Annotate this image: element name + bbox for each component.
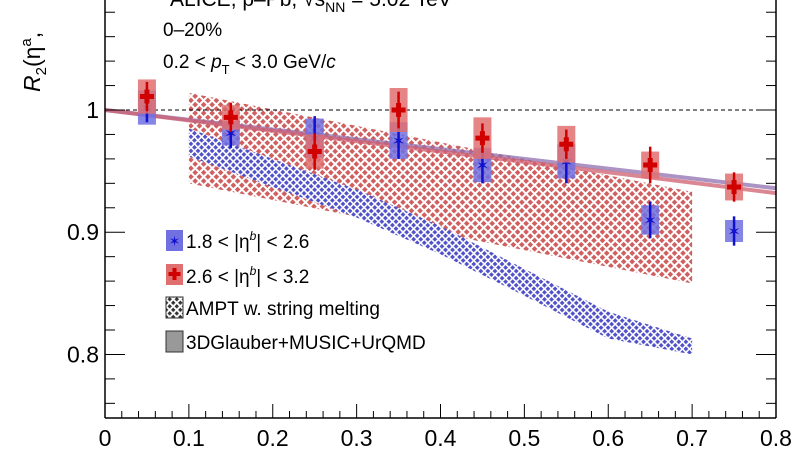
data-point-cross (139, 89, 154, 104)
axes: 0 0.1 0.2 0.3 0.4 0.5 0.6 0.7 0.8 0.8 0.9 1 (67, 0, 792, 450)
data-point-cross (643, 158, 658, 172)
legend-entry-series-1: ✶ 1.8 < |ηb| < 2.6 (166, 229, 309, 253)
legend-entry-ampt: AMPT w. string melting (165, 296, 380, 320)
legend-entry-series-2: 2.6 < |ηb| < 3.2 (166, 264, 309, 288)
svg-text:3DGlauber+MUSIC+UrQMD: 3DGlauber+MUSIC+UrQMD (186, 333, 426, 354)
x-tick-label: 0 (99, 425, 112, 450)
svg-text:✶: ✶ (169, 233, 181, 249)
data-point-star: ✶ (476, 158, 489, 175)
centrality-label: 0–20% (163, 20, 222, 41)
data-point-star: ✶ (643, 213, 656, 230)
data-points: ✶✶✶✶✶✶✶✶ (137, 79, 744, 246)
x-tick-label: 0.2 (257, 425, 289, 450)
chart-title: ALICE, p–Pb, √sNN = 5.02 TeV (170, 0, 452, 15)
data-point-cross (223, 110, 238, 125)
x-tick-label: 0.1 (173, 425, 205, 450)
y-tick-label: 0.9 (67, 219, 99, 245)
legend: ✶ 1.8 < |ηb| < 2.6 2.6 < |ηb| < 3.2 AMPT… (165, 229, 426, 354)
x-tick-label: 0.5 (508, 425, 540, 450)
pt-range-label: 0.2 < pT < 3.0 GeV/c (163, 52, 336, 77)
y-tick-label: 0.8 (67, 341, 99, 367)
data-point-star: ✶ (224, 126, 237, 143)
model-band-2 (188, 128, 693, 355)
svg-text:1.8 < |ηb| < 2.6: 1.8 < |ηb| < 2.6 (186, 229, 309, 253)
x-tick-label: 0.7 (676, 425, 708, 450)
fit-lines (104, 108, 777, 196)
x-tick-label: 0.6 (592, 425, 624, 450)
x-tick-label: 0.4 (425, 425, 457, 450)
fit-line-2 (104, 108, 777, 196)
data-point-star: ✶ (727, 224, 740, 241)
y-axis-label: R2(ηa, (18, 32, 50, 92)
data-point-cross (727, 180, 742, 194)
data-point-cross (559, 137, 574, 152)
model-band-1 (188, 92, 693, 284)
x-tick-label: 0.3 (341, 425, 373, 450)
legend-entry-music: 3DGlauber+MUSIC+UrQMD (165, 330, 426, 354)
y-tick-label: 1 (86, 97, 99, 123)
svg-text:AMPT w. string melting: AMPT w. string melting (186, 299, 380, 320)
data-point-cross (475, 131, 490, 146)
data-point-cross (307, 144, 322, 159)
svg-text:2.6 < |ηb| < 3.2: 2.6 < |ηb| < 3.2 (186, 264, 309, 288)
data-point-cross (391, 103, 406, 117)
x-tick-label: 0.8 (760, 425, 792, 450)
data-point-star: ✶ (392, 134, 405, 151)
